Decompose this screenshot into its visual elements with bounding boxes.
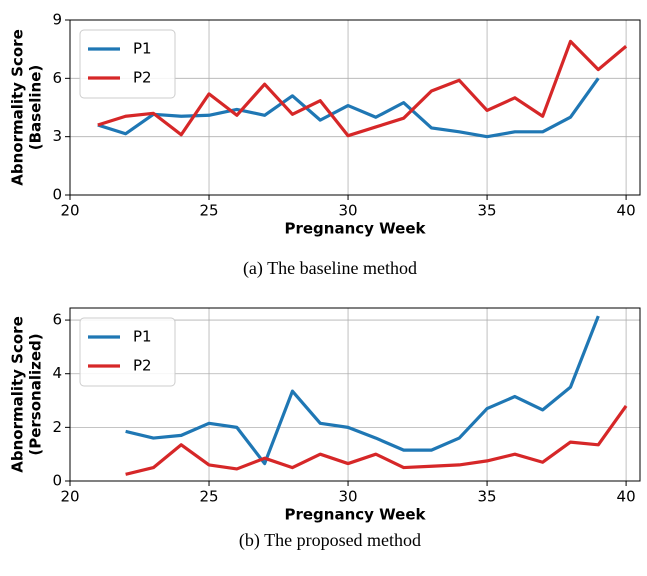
- legend-box: [79, 29, 176, 99]
- y-tick-label: 9: [52, 11, 62, 29]
- legend-box: [79, 317, 176, 387]
- x-tick-label: 40: [617, 202, 636, 220]
- plot-frame: [69, 307, 641, 482]
- y-tick-label: 3: [52, 127, 62, 145]
- data-line: [97, 39, 628, 138]
- plot-frame: [69, 19, 641, 196]
- y-axis-label: (Personalized): [27, 333, 45, 455]
- y-axis-label: Abnormality Score: [9, 316, 27, 473]
- x-tick-label: 20: [60, 488, 79, 506]
- y-tick-label: 2: [52, 418, 62, 436]
- y-tick-label: 6: [52, 311, 62, 329]
- legend-label: P1: [133, 40, 152, 58]
- x-tick-label: 35: [478, 488, 497, 506]
- y-axis-label: (Baseline): [27, 65, 45, 151]
- caption: (b) The proposed method: [239, 530, 421, 551]
- x-axis-label: Pregnancy Week: [284, 506, 426, 524]
- x-tick-label: 30: [339, 488, 358, 506]
- x-tick-label: 25: [199, 202, 218, 220]
- x-tick-label: 40: [617, 488, 636, 506]
- data-line: [125, 315, 600, 466]
- y-tick-label: 6: [52, 69, 62, 87]
- data-line: [97, 77, 600, 139]
- x-tick-label: 30: [339, 202, 358, 220]
- x-axis-label: Pregnancy Week: [284, 220, 426, 238]
- legend-label: P2: [133, 69, 152, 87]
- y-tick-label: 0: [52, 472, 62, 490]
- x-tick-label: 25: [199, 488, 218, 506]
- legend-label: P2: [133, 357, 152, 375]
- y-tick-label: 4: [52, 364, 62, 382]
- data-line: [125, 404, 628, 476]
- x-tick-label: 20: [60, 202, 79, 220]
- caption: (a) The baseline method: [243, 258, 417, 279]
- y-axis-label: Abnormality Score: [9, 29, 27, 186]
- x-tick-label: 35: [478, 202, 497, 220]
- y-tick-label: 0: [52, 186, 62, 204]
- legend-label: P1: [133, 328, 152, 346]
